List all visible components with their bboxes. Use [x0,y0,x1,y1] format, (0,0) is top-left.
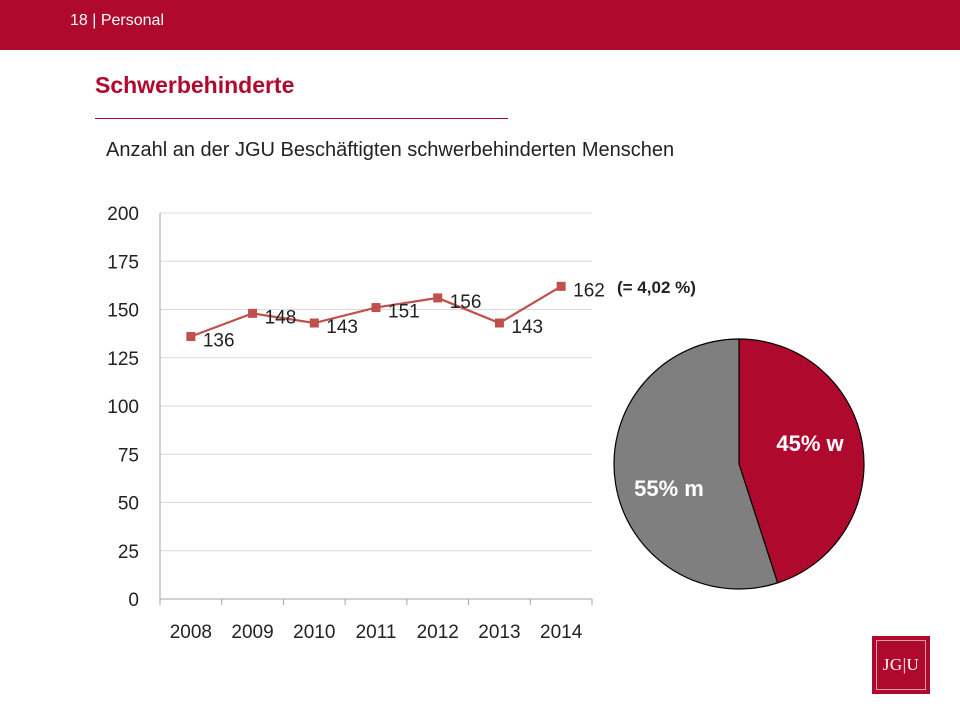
x-tick-label: 2010 [293,622,335,643]
y-tick-label: 100 [107,397,139,418]
y-tick-label: 0 [128,590,139,611]
pie-label-m: 55% m [634,476,704,501]
x-tick-label: 2009 [231,622,273,643]
x-tick-label: 2011 [356,622,397,643]
data-point [186,332,196,342]
data-label: 151 [388,302,420,323]
page-title: Schwerbehinderte [95,72,295,98]
logo-text: JG|U [876,640,926,690]
data-label: 148 [265,307,297,328]
title-divider [95,118,508,119]
data-label: 162 [573,280,605,301]
percentage-annotation: (= 4,02 %) [617,278,696,297]
y-tick-label: 50 [118,494,139,515]
slide-label: 18 | Personal [70,12,164,29]
x-tick-label: 2013 [478,622,520,643]
data-label: 156 [450,292,482,313]
header-bar: 18 | Personal [0,0,960,50]
pie-slice-w [738,338,865,584]
data-label: 136 [203,331,235,352]
pie-label-w: 45% w [776,431,844,456]
x-tick-label: 2008 [170,622,212,643]
data-point [371,303,381,313]
y-tick-label: 75 [118,445,139,466]
data-label: 143 [326,317,358,338]
x-tick-label: 2014 [540,622,583,643]
jgu-logo: JG|U [872,636,930,694]
y-tick-label: 25 [118,542,139,563]
y-tick-label: 200 [107,204,139,225]
data-point [556,281,566,291]
chart-subtitle: Anzahl an der JGU Beschäftigten schwerbe… [106,139,675,161]
y-tick-label: 175 [107,252,139,273]
pie-slice-m [613,338,779,590]
x-tick-label: 2012 [417,622,459,643]
y-tick-label: 150 [107,301,139,322]
data-label: 143 [511,317,543,338]
data-point [433,293,443,303]
data-point [494,318,504,328]
data-point [248,308,258,318]
data-point [309,318,319,328]
y-tick-label: 125 [107,349,139,370]
